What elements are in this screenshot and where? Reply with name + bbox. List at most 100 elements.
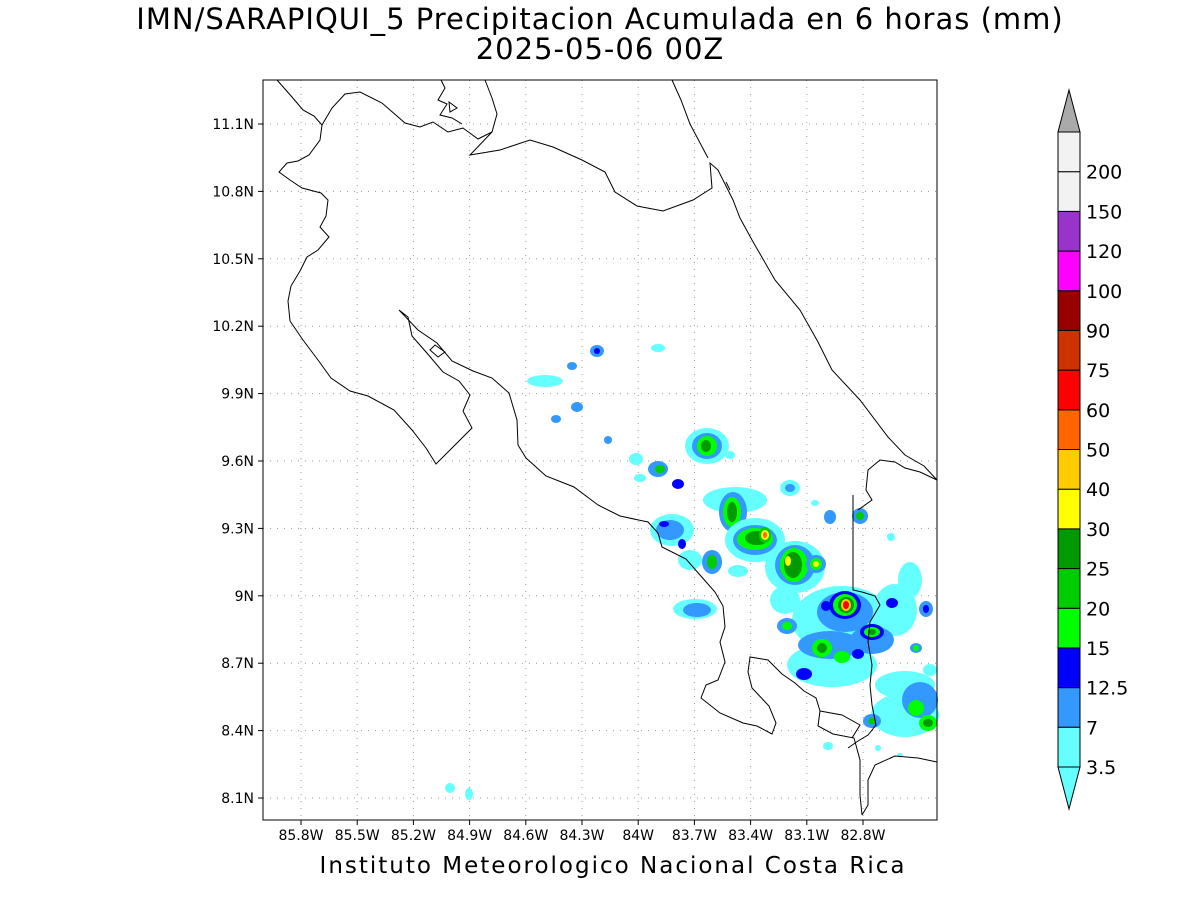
precip-cell <box>873 584 917 636</box>
map-axes: 11.1N 10.8N 10.5N 10.2N 9.9N 9.6N 9.3N 9N 8.7N 8.… <box>212 117 885 844</box>
precip-cell <box>651 344 665 352</box>
precip-cell <box>834 651 850 663</box>
colorbar-segment <box>1057 647 1081 689</box>
lat-tick-label: 10.2N <box>212 319 254 335</box>
precip-cell <box>923 605 929 613</box>
colorbar-label: 90 <box>1086 320 1110 342</box>
colorbar-segment <box>1057 250 1081 292</box>
colorbar-segment <box>1057 171 1081 212</box>
precip-cell <box>629 453 643 465</box>
colorbar-segment <box>1057 210 1081 252</box>
map-title: IMN/SARAPIQUI_5 Precipitacion Acumulada … <box>136 2 1064 36</box>
map-credit: Instituto Meteorologico Nacional Costa R… <box>319 853 907 879</box>
lon-tick-label: 83.7W <box>672 828 717 844</box>
colorbar-label: 120 <box>1086 241 1122 263</box>
national-border <box>847 459 938 749</box>
colorbar-label: 30 <box>1086 519 1110 541</box>
colorbar-label: 3.5 <box>1086 757 1116 779</box>
precip-cell <box>908 700 924 716</box>
colorbar-segment <box>1057 409 1081 450</box>
lon-tick-label: 83.4W <box>728 828 773 844</box>
colorbar-segment <box>1057 726 1081 768</box>
precip-cell <box>886 598 898 608</box>
precip-cell <box>655 465 665 473</box>
precip-cell <box>707 555 717 569</box>
map-valid-time: 2025-05-06 00Z <box>475 32 725 66</box>
lon-tick-label: 84.6W <box>503 828 548 844</box>
lon-tick-label: 82.8W <box>840 828 885 844</box>
colorbar-legend: 3.5 7 12.5 15 20 25 30 40 50 60 75 90 100 120 150 200 <box>1057 88 1128 811</box>
lat-tick-label: 10.5N <box>212 252 254 268</box>
colorbar-label: 100 <box>1086 281 1122 303</box>
coastline <box>276 79 938 816</box>
lat-tick-label: 9.3N <box>221 521 254 537</box>
precip-cell <box>868 718 876 724</box>
lon-tick-label: 85.2W <box>391 828 436 844</box>
lon-tick-label: 85.8W <box>278 828 323 844</box>
lon-tick-label: 84.3W <box>559 828 604 844</box>
precip-cell <box>868 629 876 635</box>
precip-cell <box>785 556 791 566</box>
colorbar-label: 12.5 <box>1086 678 1128 700</box>
lat-tick-label: 9.9N <box>221 387 254 403</box>
lat-tick-label: 8.7N <box>221 656 254 672</box>
lon-tick-label: 84.9W <box>447 828 492 844</box>
precip-cell <box>824 510 836 524</box>
precip-cell <box>856 512 864 520</box>
colorbar-segment <box>1057 290 1081 331</box>
precip-cell <box>796 668 812 680</box>
colorbar-segment <box>1057 449 1081 490</box>
precip-cell <box>725 451 735 459</box>
colorbar-segment <box>1057 131 1081 173</box>
precip-cell <box>683 603 711 617</box>
lat-tick-label: 9N <box>235 589 254 605</box>
precip-cell <box>817 643 827 653</box>
precip-cell <box>672 479 684 489</box>
precip-cell <box>465 788 473 800</box>
precip-cell <box>678 539 686 549</box>
precip-cell <box>659 521 669 527</box>
precip-cell <box>785 484 795 492</box>
precip-cell <box>727 502 737 522</box>
precip-cell <box>821 601 831 611</box>
precip-cell <box>875 745 881 751</box>
lat-tick-label: 8.1N <box>221 791 254 807</box>
precip-cell <box>843 601 849 609</box>
colorbar-segment <box>1057 687 1081 728</box>
precip-cell <box>701 440 711 452</box>
colorbar-segment <box>1057 568 1081 609</box>
precip-cell <box>527 375 563 387</box>
precip-cell <box>678 550 702 570</box>
colorbar-label: 75 <box>1086 360 1110 382</box>
colorbar-segment-lower-arrow <box>1057 766 1081 811</box>
colorbar-label: 50 <box>1086 440 1110 462</box>
precip-cell <box>923 719 933 727</box>
lon-tick-label: 84W <box>622 828 654 844</box>
colorbar-segment <box>1057 528 1081 570</box>
colorbar-label: 25 <box>1086 559 1110 581</box>
lat-tick-label: 9.6N <box>221 454 254 470</box>
precip-cell <box>770 586 800 614</box>
precip-cell <box>887 533 895 541</box>
map-frame <box>262 79 938 821</box>
map-gridlines <box>263 80 937 820</box>
precip-cell <box>898 562 922 598</box>
lon-tick-label: 85.5W <box>335 828 380 844</box>
precip-cell <box>634 474 646 482</box>
lat-tick-label: 10.8N <box>212 184 254 200</box>
lat-tick-label: 11.1N <box>212 117 254 133</box>
colorbar-label: 20 <box>1086 598 1110 620</box>
precip-cell <box>913 645 919 651</box>
colorbar-label: 150 <box>1086 201 1122 223</box>
precip-cell <box>571 402 583 412</box>
colorbar-label: 40 <box>1086 479 1110 501</box>
precip-cell <box>567 362 577 370</box>
colorbar-segment <box>1057 488 1081 530</box>
colorbar-label: 15 <box>1086 638 1110 660</box>
colorbar-segment <box>1057 607 1081 649</box>
precip-cell <box>823 742 833 750</box>
precip-cell <box>811 500 819 506</box>
precip-cell <box>763 532 767 538</box>
precip-cell <box>728 565 748 577</box>
